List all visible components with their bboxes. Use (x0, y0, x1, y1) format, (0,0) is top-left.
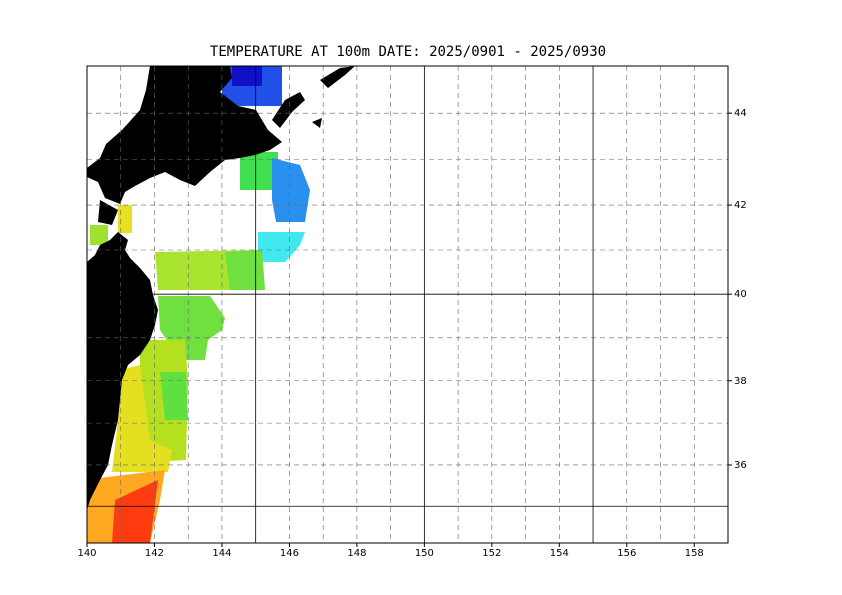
land (87, 232, 158, 510)
y-tick-label: 36 (734, 460, 747, 471)
y-tick-label: 44 (734, 108, 747, 119)
land (320, 66, 355, 88)
coastline (87, 66, 355, 510)
map-title: TEMPERATURE AT 100m DATE: 2025/0901 - 20… (210, 44, 606, 60)
field-patch (240, 152, 278, 190)
x-tick-label: 158 (685, 548, 704, 559)
land (272, 92, 305, 128)
field-patch (90, 225, 108, 245)
x-tick-label: 146 (280, 548, 299, 559)
x-tick-label: 156 (617, 548, 636, 559)
field-patch (225, 250, 265, 290)
x-tick-label: 142 (145, 548, 164, 559)
x-tick-label: 154 (550, 548, 569, 559)
x-tick-label: 144 (212, 548, 231, 559)
field-patch (118, 205, 132, 233)
x-tick-label: 148 (347, 548, 366, 559)
field-patch (112, 480, 158, 543)
field-patch (272, 158, 310, 222)
x-tick-label: 152 (482, 548, 501, 559)
x-tick-label: 150 (415, 548, 434, 559)
y-tick-label: 38 (734, 376, 747, 387)
field-patch (258, 232, 305, 262)
field-patch (232, 66, 262, 86)
x-tick-label: 140 (77, 548, 96, 559)
land (98, 200, 118, 225)
field-patch (160, 372, 188, 420)
land (87, 66, 282, 204)
land (312, 118, 322, 128)
field-patch (112, 365, 172, 472)
plot-frame (86, 65, 729, 544)
y-tick-label: 42 (734, 200, 747, 211)
y-tick-label: 40 (734, 289, 747, 300)
